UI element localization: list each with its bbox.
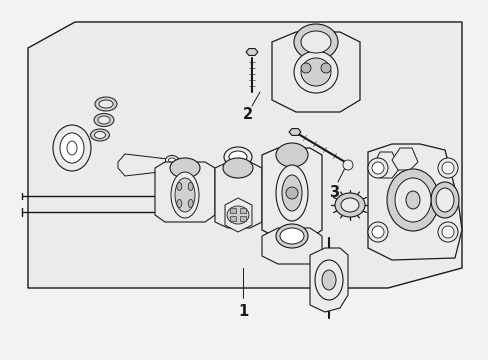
Polygon shape [245,49,258,55]
Circle shape [371,162,383,174]
Ellipse shape [90,129,109,141]
Circle shape [437,222,457,242]
Ellipse shape [223,158,252,178]
Bar [240,208,245,213]
Ellipse shape [177,183,182,190]
Bar [240,216,245,221]
Ellipse shape [171,172,199,218]
Ellipse shape [405,191,419,209]
Bar [229,216,236,221]
Ellipse shape [188,199,193,207]
Circle shape [371,226,383,238]
Circle shape [285,187,297,199]
Text: 1: 1 [237,305,247,320]
Polygon shape [391,148,417,170]
Polygon shape [288,129,301,135]
Ellipse shape [293,51,337,93]
Ellipse shape [435,188,453,212]
Ellipse shape [321,270,335,290]
Circle shape [320,63,330,73]
Polygon shape [371,152,399,178]
Ellipse shape [282,175,302,211]
Circle shape [437,158,457,178]
Ellipse shape [386,169,438,231]
Circle shape [441,226,453,238]
Ellipse shape [224,147,251,167]
Ellipse shape [430,182,458,218]
Ellipse shape [334,193,364,217]
Ellipse shape [280,228,304,244]
Polygon shape [271,32,359,112]
Ellipse shape [275,143,307,167]
Ellipse shape [177,199,182,207]
Ellipse shape [340,198,358,212]
Circle shape [367,158,387,178]
Ellipse shape [293,24,337,60]
Ellipse shape [275,224,307,248]
Circle shape [187,208,196,216]
Ellipse shape [226,206,248,224]
Ellipse shape [275,165,307,221]
Ellipse shape [228,151,246,163]
Ellipse shape [165,156,178,165]
Ellipse shape [170,158,200,178]
Ellipse shape [95,97,117,111]
Ellipse shape [175,178,195,212]
Ellipse shape [168,158,175,162]
Circle shape [342,160,352,170]
Circle shape [367,222,387,242]
Ellipse shape [67,141,77,155]
Circle shape [301,63,310,73]
Ellipse shape [301,31,330,53]
Text: 2: 2 [243,107,253,122]
Polygon shape [309,248,347,312]
Ellipse shape [314,260,342,300]
Ellipse shape [60,133,84,163]
Polygon shape [262,148,321,238]
Ellipse shape [99,100,113,108]
Circle shape [441,162,453,174]
Ellipse shape [94,131,105,139]
Polygon shape [155,162,215,222]
Polygon shape [28,22,461,288]
Ellipse shape [98,116,110,124]
Ellipse shape [188,183,193,190]
Ellipse shape [301,58,330,86]
Polygon shape [215,162,262,228]
Bar [229,208,236,213]
Polygon shape [262,228,321,264]
Polygon shape [224,198,251,232]
Text: 3: 3 [328,185,338,199]
Ellipse shape [94,113,114,126]
Ellipse shape [53,125,91,171]
Ellipse shape [394,178,430,222]
Polygon shape [367,144,461,260]
Polygon shape [118,154,190,176]
